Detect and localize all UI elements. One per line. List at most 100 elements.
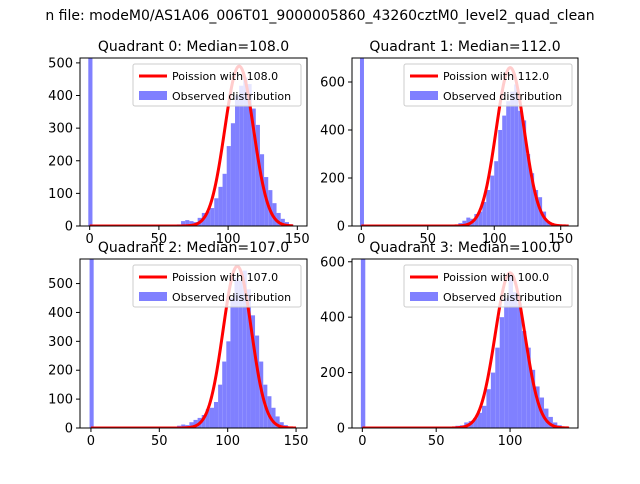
hist-bar — [360, 259, 366, 428]
hist-bar — [486, 389, 491, 428]
hist-bar — [548, 416, 553, 428]
y-tick-label: 200 — [320, 366, 345, 381]
hist-bar — [255, 124, 260, 226]
y-tick-label: 400 — [48, 89, 73, 104]
x-tick-label: 50 — [151, 232, 168, 247]
y-tick-label: 200 — [48, 364, 73, 379]
hist-bar — [267, 396, 272, 428]
model-curve — [360, 66, 570, 226]
legend-box — [132, 264, 302, 308]
hist-bar — [473, 418, 478, 428]
hist-bar — [526, 347, 531, 428]
y-tick-label: 0 — [337, 220, 345, 235]
model-curve — [361, 271, 570, 428]
hist-bar — [462, 220, 467, 226]
x-tick-label: 0 — [358, 434, 366, 449]
y-tick-label: 0 — [65, 422, 73, 437]
legend-box — [403, 63, 573, 107]
hist-bar — [242, 270, 247, 428]
hist-bar — [502, 115, 507, 226]
hist-bar — [530, 369, 536, 428]
hist-bar — [474, 214, 479, 226]
subplot-1: 0 50 100 150 0 200 400 600 Poission with 112.0 O… — [320, 39, 579, 247]
hist-bar — [205, 211, 211, 226]
subplot-0: 0 50 100 150 0 100 200 300 400 500 Poission with … — [48, 39, 310, 247]
hist-bar — [89, 259, 94, 428]
x-tick-label: 150 — [284, 434, 309, 449]
y-tick-label: 0 — [337, 422, 345, 437]
hist-bar — [495, 347, 500, 428]
hist-bar — [255, 335, 260, 428]
hist-bar — [477, 412, 482, 428]
hist-bar — [230, 123, 236, 226]
hist-bar — [506, 101, 511, 226]
hist-bar — [222, 173, 227, 226]
legend-box — [132, 63, 302, 107]
y-tick-label: 500 — [48, 277, 73, 292]
x-tick-label: 100 — [482, 232, 507, 247]
hist-bar — [230, 298, 235, 428]
subplot-2: 0 50 100 150 0 100 200 300 400 500 Poission with … — [48, 240, 308, 449]
figure-suptitle: n file: modeM0/AS1A06_006T01_9000005860_… — [45, 8, 594, 24]
hist-bar — [498, 130, 503, 226]
x-tick-label: 0 — [87, 434, 95, 449]
hist-bar — [238, 280, 243, 428]
x-tick-label: 50 — [420, 232, 437, 247]
legend-label: Poission with 107.0 — [172, 271, 278, 284]
y-tick-label: 600 — [320, 76, 345, 91]
hist-bar — [279, 422, 284, 428]
legend-label: Poission with 100.0 — [443, 271, 549, 284]
hist-bar — [530, 173, 535, 226]
hist-bar — [522, 120, 527, 226]
axes-frame — [351, 57, 579, 227]
hist-bar — [214, 198, 219, 226]
x-tick-label: 100 — [215, 434, 240, 449]
hist-bar — [243, 77, 248, 226]
hist-bar — [189, 422, 194, 428]
legend — [403, 63, 573, 107]
legend-label: Observed distribution — [443, 291, 562, 304]
legend-patch-swatch — [410, 292, 438, 301]
x-tick-label: 150 — [548, 232, 573, 247]
hist-bar — [239, 85, 244, 226]
hist-bar — [535, 386, 540, 428]
legend — [132, 264, 302, 308]
hist-bar — [490, 372, 496, 428]
hist-bar — [251, 108, 256, 226]
subplot-title: Quadrant 0: Median=108.0 — [98, 39, 289, 55]
hist-bar — [246, 289, 251, 428]
hist-bar — [490, 175, 495, 226]
hist-bar — [88, 58, 93, 226]
y-tick-label: 500 — [48, 56, 73, 71]
axes-frame — [79, 57, 308, 227]
hist-bar — [226, 146, 231, 226]
legend-label: Observed distribution — [172, 90, 291, 103]
y-tick-label: 400 — [320, 124, 345, 139]
y-tick-label: 300 — [48, 335, 73, 350]
hist-bar — [526, 154, 531, 226]
legend — [403, 264, 573, 308]
y-tick-label: 100 — [48, 393, 73, 408]
hist-bar — [222, 361, 227, 428]
hist-bar — [510, 91, 515, 226]
hist-bar — [205, 409, 210, 428]
hist-bar — [276, 212, 281, 226]
legend-patch-swatch — [139, 91, 167, 100]
x-tick-label: 0 — [357, 232, 365, 247]
hist-bar — [218, 186, 223, 226]
hist-bar — [275, 416, 280, 428]
legend-patch-swatch — [139, 292, 167, 301]
subplot-title: Quadrant 2: Median=107.0 — [98, 240, 289, 256]
y-tick-label: 200 — [48, 154, 73, 169]
hist-bar — [181, 221, 186, 226]
hist-bar — [271, 407, 276, 428]
hist-bar — [482, 202, 487, 226]
y-tick-label: 100 — [48, 187, 73, 202]
hist-bar — [521, 331, 527, 428]
hist-bar — [280, 218, 285, 226]
model-curve — [90, 264, 297, 428]
hist-bar — [181, 424, 186, 428]
x-tick-label: 0 — [86, 232, 94, 247]
hist-bar — [210, 208, 215, 226]
